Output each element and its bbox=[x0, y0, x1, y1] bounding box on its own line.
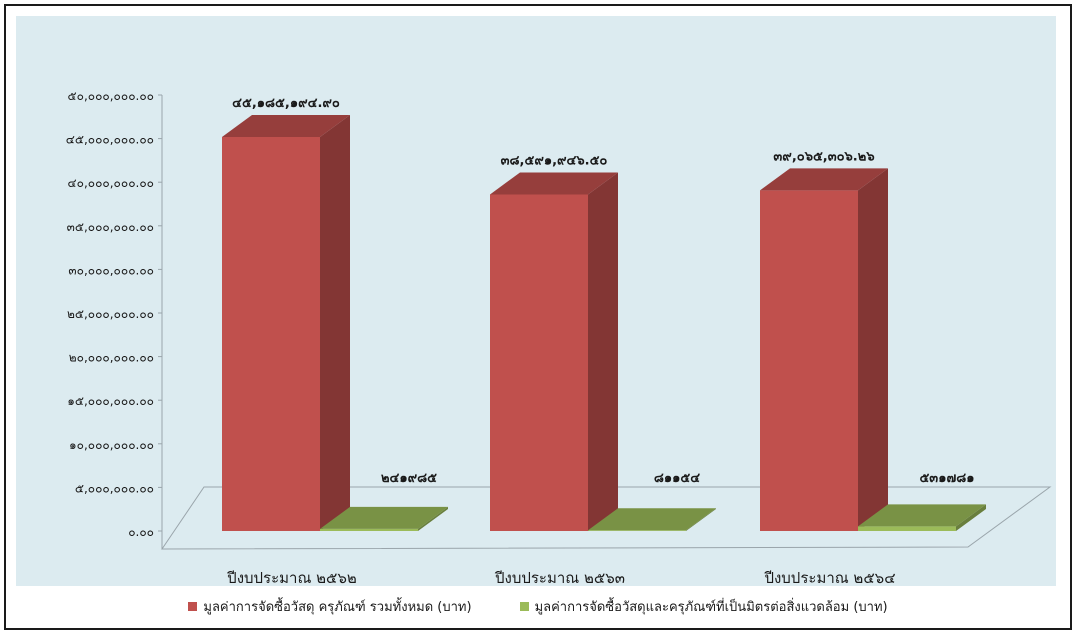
data-label: ๓๘,๕๙๑,๙๔๖.๕๐ bbox=[501, 153, 608, 168]
bar-top-0 bbox=[760, 168, 888, 191]
bar-side-0 bbox=[588, 172, 618, 532]
legend-label-total: มูลค่าการจัดซื้อวัสดุ ครุภัณฑ์ รวมทั้งหม… bbox=[203, 600, 472, 615]
y-tick-label: ๑๐,๐๐๐,๐๐๐.๐๐ bbox=[69, 438, 154, 452]
x-tick-label: ปีงบประมาณ ๒๕๖๓ bbox=[494, 569, 625, 587]
bar-front-1 bbox=[858, 526, 956, 531]
bar-front-0 bbox=[760, 190, 858, 531]
bar-top-1 bbox=[588, 508, 716, 531]
bar-top-1 bbox=[320, 506, 448, 529]
chart-floor bbox=[161, 486, 1052, 550]
y-tick-label: ๔๕,๐๐๐,๐๐๐.๐๐ bbox=[66, 133, 154, 147]
y-tick-label: ๔๐,๐๐๐,๐๐๐.๐๐ bbox=[68, 176, 154, 190]
bar-top-0 bbox=[222, 114, 350, 137]
legend-item-green: มูลค่าการจัดซื้อวัสดุและครุภัณฑ์ที่เป็นม… bbox=[519, 596, 888, 617]
data-label: ๘๑๑๕๔ bbox=[654, 471, 700, 486]
y-tick-label: ๑๕,๐๐๐,๐๐๐.๐๐ bbox=[67, 394, 154, 408]
bar-side-1 bbox=[956, 504, 986, 531]
bar-front-1 bbox=[588, 530, 686, 531]
y-tick-label: ๓๕,๐๐๐,๐๐๐.๐๐ bbox=[67, 220, 154, 234]
chart-legend: มูลค่าการจัดซื้อวัสดุ ครุภัณฑ์ รวมทั้งหม… bbox=[0, 596, 1076, 617]
bar-side-0 bbox=[858, 168, 888, 531]
data-label: ๔๕,๑๘๕,๑๙๔.๙๐ bbox=[232, 96, 340, 111]
y-tick-label: ๐.๐๐ bbox=[128, 525, 154, 539]
bar-front-0 bbox=[490, 194, 588, 532]
chart-axes bbox=[158, 94, 1052, 550]
bar-top-1 bbox=[858, 504, 986, 527]
x-axis-tick-labels: ปีงบประมาณ ๒๕๖๒ ปีงบประมาณ ๒๕๖๓ ปีงบประมาณ… bbox=[226, 569, 895, 587]
legend-swatch-green bbox=[519, 602, 529, 611]
bar-front-1 bbox=[320, 528, 418, 531]
legend-swatch-total bbox=[188, 602, 198, 611]
x-tick-label: ปีงบประมาณ ๒๕๖๒ bbox=[226, 569, 357, 587]
bar-front-0 bbox=[222, 136, 320, 531]
data-label: ๕๓๑๗๘๑ bbox=[919, 471, 974, 486]
data-label: ๒๔๑๙๘๕ bbox=[381, 471, 437, 486]
data-label: ๓๙,๐๖๕,๓๐๖.๒๖ bbox=[773, 149, 874, 164]
y-axis-tick-labels: ๐.๐๐ ๕,๐๐๐,๐๐๐.๐๐ ๑๐,๐๐๐,๐๐๐.๐๐ ๑๕,๐๐๐,๐๐๐.… bbox=[66, 89, 154, 539]
y-tick-label: ๕๐,๐๐๐,๐๐๐.๐๐ bbox=[68, 89, 154, 103]
bar-top-0 bbox=[490, 172, 618, 195]
bar-side-1 bbox=[686, 508, 716, 531]
y-tick-label: ๒๐,๐๐๐,๐๐๐.๐๐ bbox=[69, 351, 154, 365]
legend-label-green: มูลค่าการจัดซื้อวัสดุและครุภัณฑ์ที่เป็นม… bbox=[534, 600, 888, 615]
y-tick-label: ๒๕,๐๐๐,๐๐๐.๐๐ bbox=[67, 307, 154, 321]
y-tick-label: ๓๐,๐๐๐,๐๐๐.๐๐ bbox=[68, 263, 154, 277]
chart-bars bbox=[222, 114, 986, 532]
bar-side-0 bbox=[320, 114, 350, 531]
x-tick-label: ปีงบประมาณ ๒๕๖๔ bbox=[763, 569, 895, 587]
legend-item-total: มูลค่าการจัดซื้อวัสดุ ครุภัณฑ์ รวมทั้งหม… bbox=[188, 596, 472, 617]
bar-side-1 bbox=[418, 506, 448, 531]
y-tick-label: ๕,๐๐๐,๐๐๐.๐๐ bbox=[75, 481, 154, 495]
